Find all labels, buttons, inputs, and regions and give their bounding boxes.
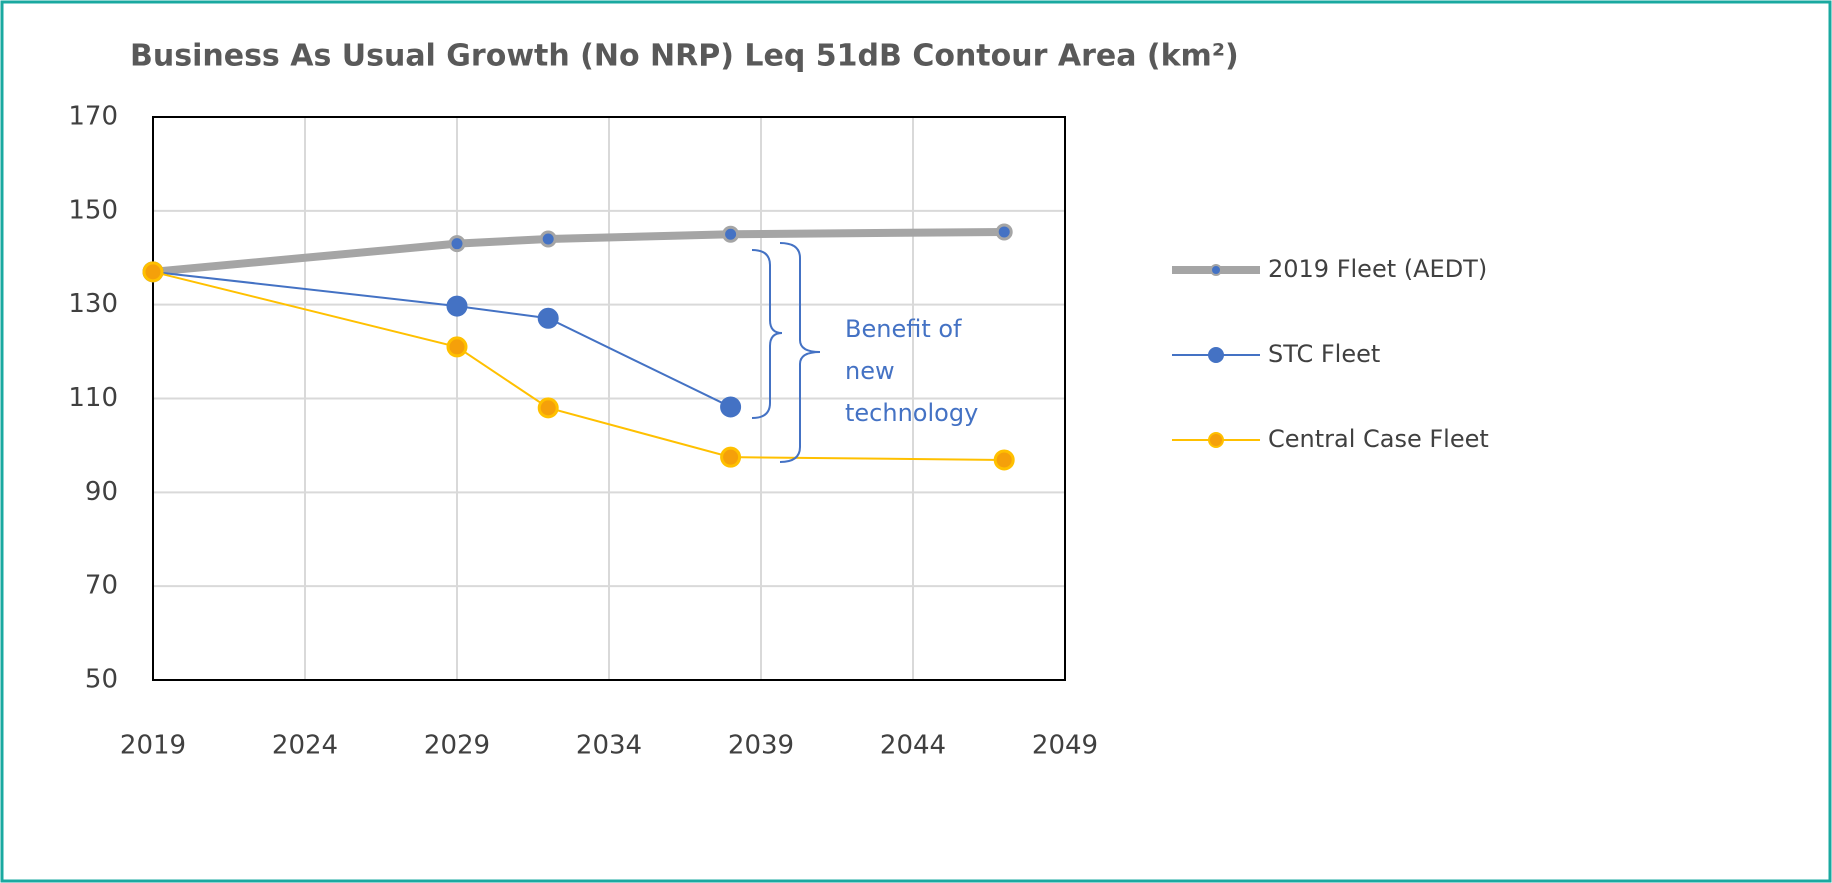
x-tick-label: 2044 xyxy=(880,731,946,761)
data-point xyxy=(539,230,557,248)
y-tick-label: 90 xyxy=(85,477,118,507)
x-tick-label: 2049 xyxy=(1032,731,1098,761)
series-line xyxy=(152,270,732,408)
legend-label: 2019 Fleet (AEDT) xyxy=(1268,255,1487,283)
y-tick-label: 50 xyxy=(85,665,118,695)
y-tick-label: 170 xyxy=(68,102,118,132)
data-point xyxy=(537,307,559,329)
x-tick-label: 2024 xyxy=(272,731,338,761)
data-point xyxy=(722,225,740,243)
y-tick-label: 110 xyxy=(68,383,118,413)
annotation: Benefit of xyxy=(845,315,962,343)
x-tick-label: 2019 xyxy=(120,731,186,761)
x-tick-label: 2029 xyxy=(424,731,490,761)
chart-title: Business As Usual Growth (No NRP) Leq 51… xyxy=(130,39,1239,74)
y-tick-label: 150 xyxy=(68,195,118,225)
data-point xyxy=(995,223,1013,241)
plot xyxy=(142,223,1015,471)
y-tick-label: 70 xyxy=(85,571,118,601)
y-tick-label: 130 xyxy=(68,289,118,319)
x-tick-label: 2039 xyxy=(728,731,794,761)
legend-marker xyxy=(1210,264,1222,276)
data-point xyxy=(993,449,1015,471)
legend-marker xyxy=(1208,347,1224,363)
data-point xyxy=(720,396,742,418)
legend-label: STC Fleet xyxy=(1268,340,1380,368)
bracket xyxy=(779,242,821,463)
annotation: technology xyxy=(845,399,978,427)
data-point xyxy=(142,261,164,283)
data-point xyxy=(720,446,742,468)
data-point xyxy=(446,295,468,317)
plot-border xyxy=(152,116,1066,681)
annotation: new xyxy=(845,357,895,385)
legend-marker xyxy=(1208,432,1224,448)
data-point xyxy=(537,397,559,419)
bracket xyxy=(751,249,783,419)
legend-label: Central Case Fleet xyxy=(1268,425,1489,453)
x-tick-label: 2034 xyxy=(576,731,642,761)
data-point xyxy=(446,336,468,358)
grid xyxy=(152,116,1066,681)
data-point xyxy=(448,235,466,253)
